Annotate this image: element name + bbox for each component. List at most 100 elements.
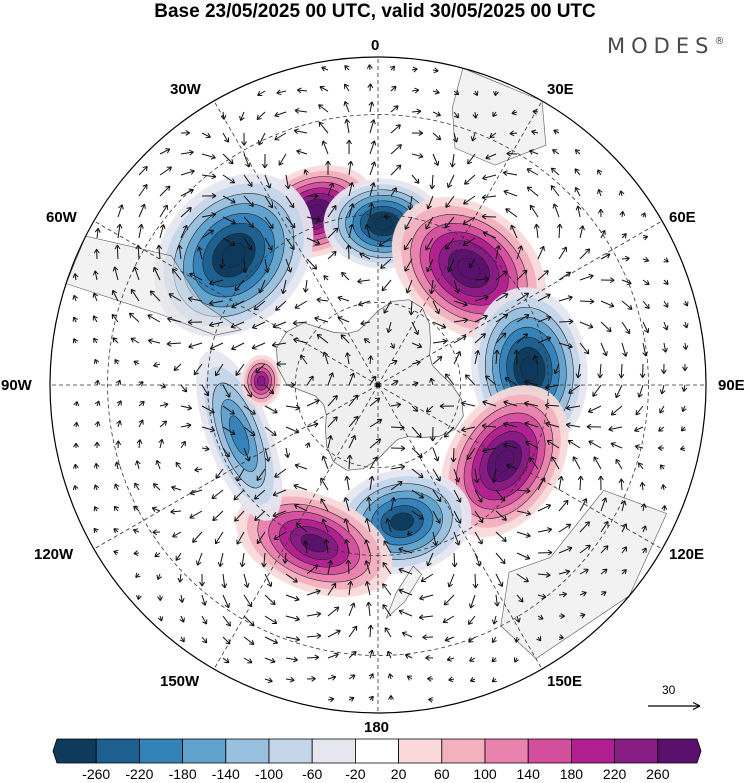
wind-vector [464, 374, 476, 386]
lon-label-180: 180 [364, 719, 390, 736]
colorbar-swatch [355, 738, 399, 764]
wind-vector [243, 384, 252, 398]
wind-vector [327, 435, 333, 449]
wind-vector [293, 483, 308, 491]
wind-vector [222, 174, 236, 184]
wind-vector [318, 121, 329, 134]
wind-vector [116, 400, 122, 407]
wind-vector [201, 426, 216, 433]
wind-vector [657, 445, 665, 451]
wind-vector [276, 89, 287, 96]
wind-vector [577, 475, 584, 491]
wind-vector [567, 439, 581, 449]
wind-vector [550, 185, 560, 197]
wind-vector [432, 531, 439, 547]
wind-vector [452, 132, 459, 143]
wind-vector [419, 594, 434, 601]
wind-vector [264, 594, 276, 606]
wind-vector [346, 139, 353, 155]
wind-vector [135, 244, 142, 260]
wind-vector [587, 405, 602, 414]
lon-label-0: 0 [371, 37, 380, 54]
wind-vector [193, 363, 203, 376]
wind-vector [558, 499, 569, 512]
wind-vector [579, 342, 590, 355]
wind-vector [264, 657, 276, 664]
wind-vector [138, 184, 148, 197]
wind-vector [316, 297, 329, 303]
wind-vector [368, 475, 375, 491]
wind-vector [345, 559, 352, 575]
wind-vector [264, 615, 278, 625]
wind-vector [608, 426, 623, 432]
wind-vector [513, 657, 520, 663]
latitude-circle [295, 302, 461, 468]
wind-vector [72, 294, 79, 302]
wind-vector [285, 656, 298, 663]
south-pole-marker [375, 382, 381, 388]
lon-label-60w: 60W [46, 209, 77, 226]
wind-vector [295, 522, 308, 533]
wind-vector [382, 562, 392, 575]
wind-vector [494, 594, 500, 607]
wind-vector [642, 342, 648, 357]
wind-vector [241, 258, 248, 274]
wind-vector [294, 463, 308, 470]
wind-vector [621, 255, 630, 262]
wind-vector [130, 337, 140, 344]
wind-vector [557, 475, 564, 491]
wind-vector [321, 140, 329, 155]
colorbar [52, 738, 702, 764]
wind-vector [537, 245, 545, 260]
wind-vector [381, 279, 392, 292]
wind-vector [172, 268, 182, 281]
wind-vector [638, 462, 644, 470]
wind-vector [385, 518, 392, 533]
wind-vector [302, 279, 309, 293]
wind-vector [404, 258, 413, 272]
wind-vector [306, 258, 318, 270]
wind-vector [467, 615, 476, 625]
wind-vector [386, 321, 392, 333]
wind-vector [94, 379, 101, 386]
wind-vector [264, 195, 273, 209]
wind-vector [495, 245, 501, 260]
wind-vector [159, 148, 171, 155]
wind-vector [404, 653, 413, 659]
wind-vector [411, 405, 419, 412]
wind-vector [537, 527, 553, 533]
wind-vector [546, 440, 560, 449]
meridian-line [93, 220, 379, 386]
wind-vector [347, 580, 354, 596]
wind-vector [343, 101, 350, 113]
wind-vector [637, 384, 644, 398]
wind-vector [369, 456, 378, 470]
lon-label-30e: 30E [547, 81, 574, 98]
wind-vector [432, 468, 441, 482]
wind-vector [147, 338, 161, 344]
wind-vector [615, 384, 623, 399]
wind-vector [544, 402, 560, 409]
wind-vector [175, 461, 182, 470]
wind-vector [93, 337, 99, 344]
wind-vector [620, 500, 627, 512]
wind-vector [474, 276, 490, 283]
wind-vector [529, 457, 539, 470]
wind-vector [474, 531, 483, 545]
wind-vector [495, 313, 509, 323]
wind-vector [558, 271, 572, 281]
wind-vector [360, 320, 371, 327]
wind-vector [380, 258, 392, 269]
wind-vector [285, 676, 295, 683]
wind-vector [201, 636, 208, 644]
wind-vector [209, 321, 224, 328]
wind-vectors [72, 64, 689, 703]
wind-vector [600, 545, 609, 554]
colorbar-swatch [441, 738, 486, 764]
wind-vector [166, 340, 182, 347]
wind-vector [285, 404, 301, 411]
wind-vector [492, 90, 499, 96]
wind-vector [432, 489, 442, 503]
wind-vector [208, 300, 224, 306]
